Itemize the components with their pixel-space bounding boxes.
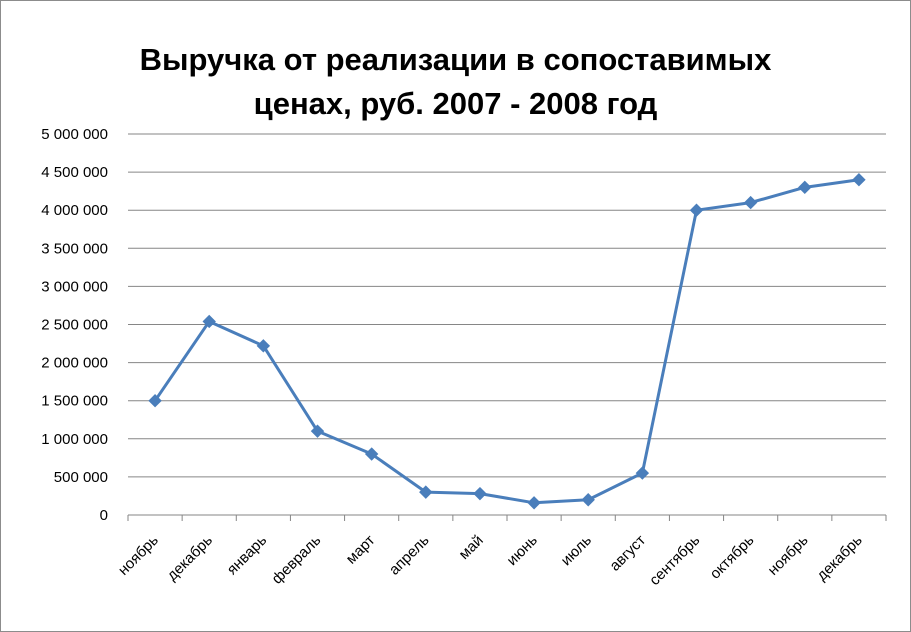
chart-title-line-2: ценах, руб. 2007 - 2008 год — [253, 86, 658, 121]
data-point — [148, 393, 162, 408]
x-tick-label: январь — [224, 532, 271, 579]
data-point — [581, 493, 595, 507]
data-point — [473, 486, 487, 501]
data-point — [202, 314, 216, 329]
y-tick-label: 5 000 000 — [41, 126, 108, 143]
series-line — [153, 178, 860, 505]
data-point — [419, 485, 433, 499]
y-tick-label: 500 000 — [54, 469, 108, 486]
data-point — [852, 173, 866, 187]
x-tick-label: апрель — [386, 532, 433, 579]
chart-title: Выручка от реализации в сопоставимых цен… — [0, 38, 911, 126]
y-tick-label: 4 000 000 — [41, 202, 108, 219]
y-tick-label: 3 000 000 — [41, 278, 108, 295]
data-point — [743, 195, 758, 210]
y-tick-label: 3 500 000 — [41, 240, 108, 257]
data-point — [689, 203, 704, 217]
data-point — [527, 496, 541, 510]
y-tick-label: 4 500 000 — [41, 164, 108, 181]
y-tick-label: 0 — [100, 507, 108, 524]
x-tick-label: декабрь — [813, 532, 866, 585]
y-tick-label: 2 500 000 — [41, 317, 108, 334]
x-tick-label: июнь — [504, 532, 541, 569]
x-tick-label: ноябрь — [765, 532, 812, 579]
data-point — [256, 339, 271, 353]
data-point — [798, 180, 812, 195]
data-point — [364, 447, 379, 461]
x-tick-label: август — [606, 532, 649, 575]
data-point — [635, 466, 650, 480]
x-tick-label: март — [343, 532, 379, 568]
x-tick-label: октябрь — [707, 532, 758, 583]
x-tick-label: ноябрь — [115, 532, 162, 579]
y-tick-label: 1 500 000 — [41, 393, 108, 410]
y-tick-label: 2 000 000 — [41, 355, 108, 372]
y-tick-label: 1 000 000 — [41, 431, 108, 448]
x-tick-label: июль — [558, 532, 596, 570]
x-tick-label: сентябрь — [646, 532, 703, 589]
x-tick-label: декабрь — [164, 532, 217, 585]
x-tick-label: февраль — [269, 532, 325, 588]
chart-title-line-1: Выручка от реализации в сопоставимых — [139, 42, 772, 77]
x-tick-label: май — [456, 532, 487, 563]
data-point — [310, 424, 325, 438]
